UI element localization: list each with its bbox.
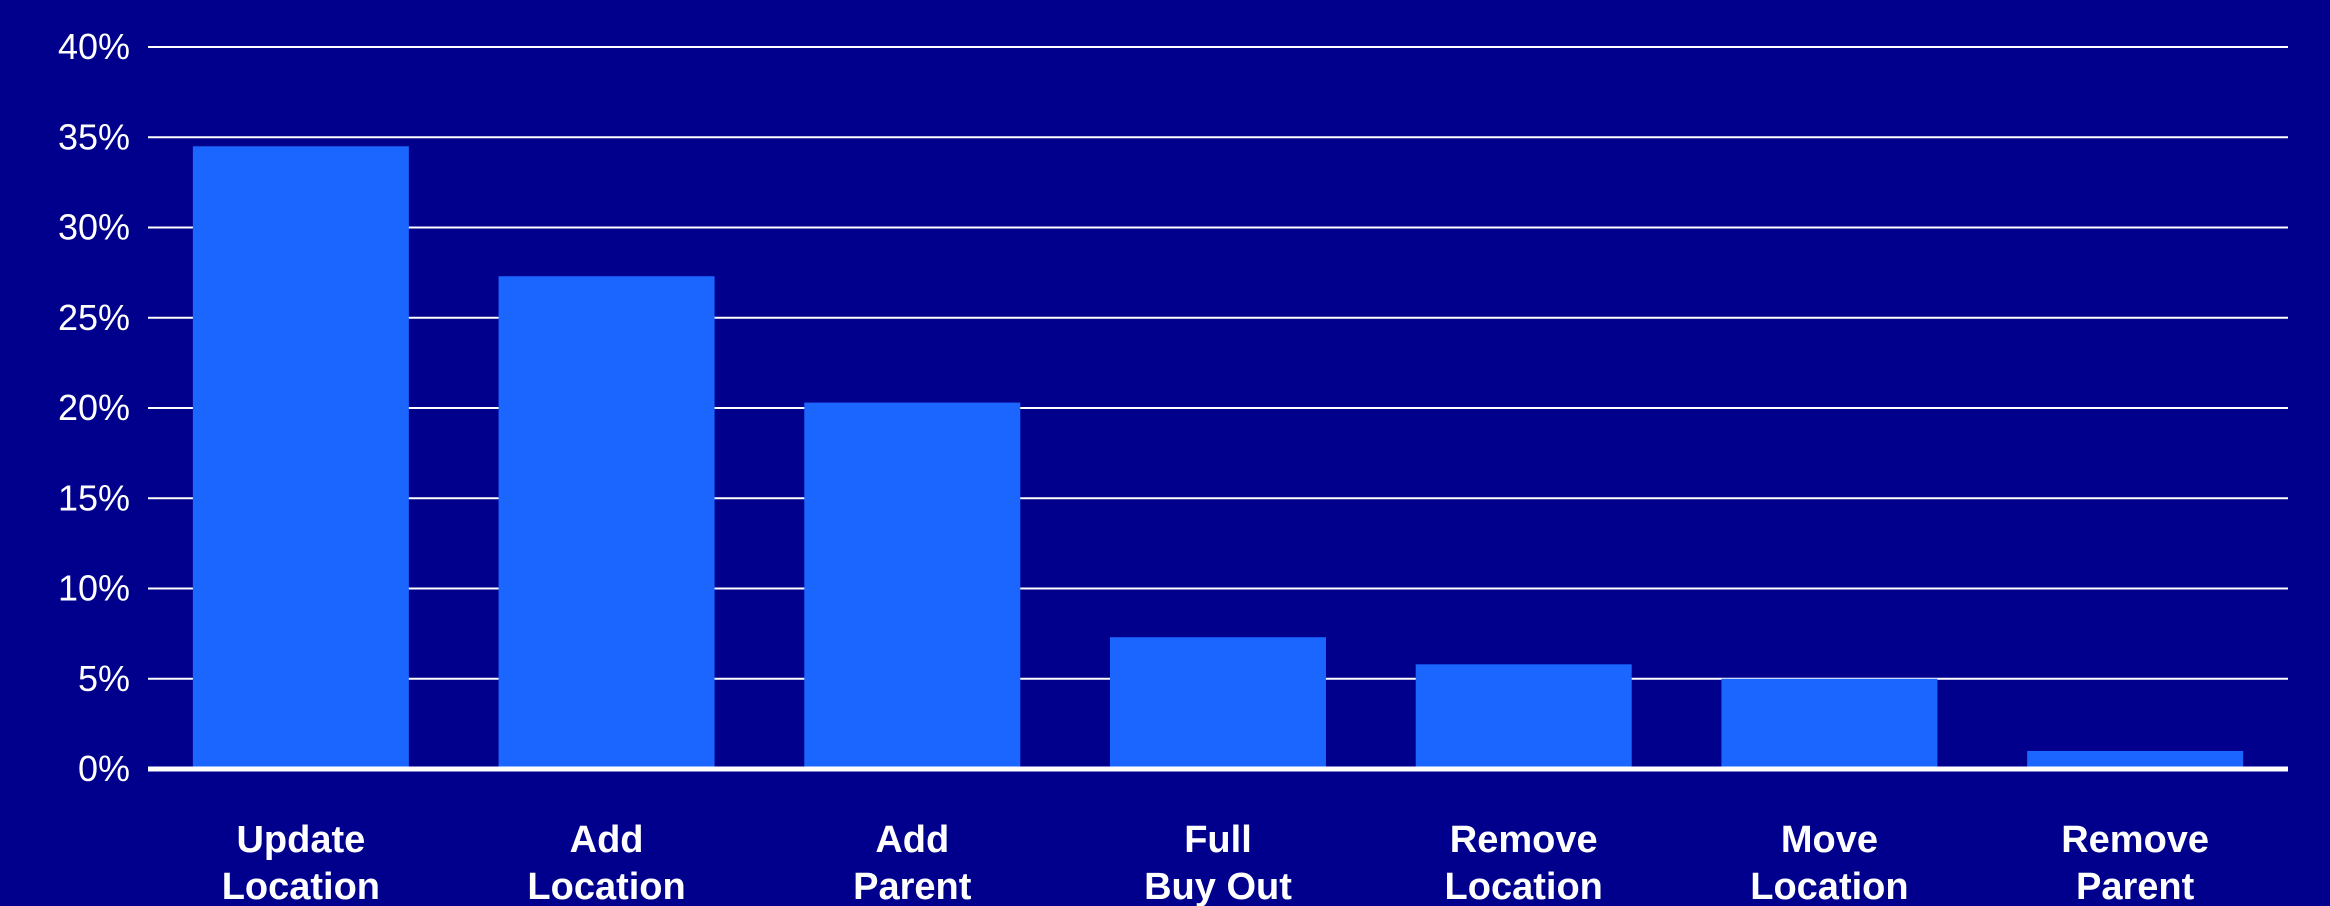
- x-category-label-line: Remove: [1450, 819, 1598, 861]
- y-tick-label: 25%: [58, 297, 130, 338]
- bar: [1415, 664, 1632, 769]
- bar: [1721, 678, 1938, 769]
- y-tick-label: 35%: [58, 116, 130, 157]
- x-category-label-line: Buy Out: [1144, 866, 1292, 906]
- y-tick-label: 40%: [58, 26, 130, 67]
- x-category-label-line: Add: [875, 819, 949, 861]
- x-category-label-line: Parent: [2076, 866, 2195, 906]
- x-category-label-line: Parent: [853, 866, 972, 906]
- y-tick-label: 10%: [58, 568, 130, 609]
- x-category-label: Update Location: [222, 819, 380, 906]
- x-category-label: Move Location: [1750, 819, 1908, 906]
- x-category-label: Remove Parent: [2061, 819, 2209, 906]
- bar: [192, 146, 409, 769]
- y-tick-label: 5%: [78, 658, 130, 699]
- x-category-label-line: Location: [527, 866, 685, 906]
- x-category-label: Remove Location: [1445, 819, 1603, 906]
- bar: [2027, 750, 2244, 769]
- y-tick-label: 20%: [58, 387, 130, 428]
- y-tick-label: 0%: [78, 748, 130, 789]
- x-category-label: Add Parent: [853, 819, 972, 906]
- y-tick-label: 30%: [58, 207, 130, 248]
- x-category-label: Add Location: [527, 819, 685, 906]
- x-category-label-line: Move: [1781, 819, 1878, 861]
- x-category-label-line: Remove: [2061, 819, 2209, 861]
- x-category-label-line: Location: [1750, 866, 1908, 906]
- x-category-label: Full Buy Out: [1144, 819, 1292, 906]
- x-category-label-line: Add: [570, 819, 644, 861]
- bars: [192, 146, 2244, 769]
- x-category-label-line: Location: [1445, 866, 1603, 906]
- y-axis-tick-labels: 0% 5% 10% 15% 20% 25% 30% 35% 40%: [58, 26, 130, 789]
- x-axis-category-labels: Update Location Add Location Add Parent Full Bu…: [222, 819, 2209, 906]
- x-category-label-line: Full: [1184, 819, 1252, 861]
- bar: [804, 402, 1021, 769]
- x-category-label-line: Location: [222, 866, 380, 906]
- bar: [498, 276, 715, 769]
- y-tick-label: 15%: [58, 477, 130, 518]
- bar: [1110, 637, 1326, 769]
- x-category-label-line: Update: [236, 819, 365, 861]
